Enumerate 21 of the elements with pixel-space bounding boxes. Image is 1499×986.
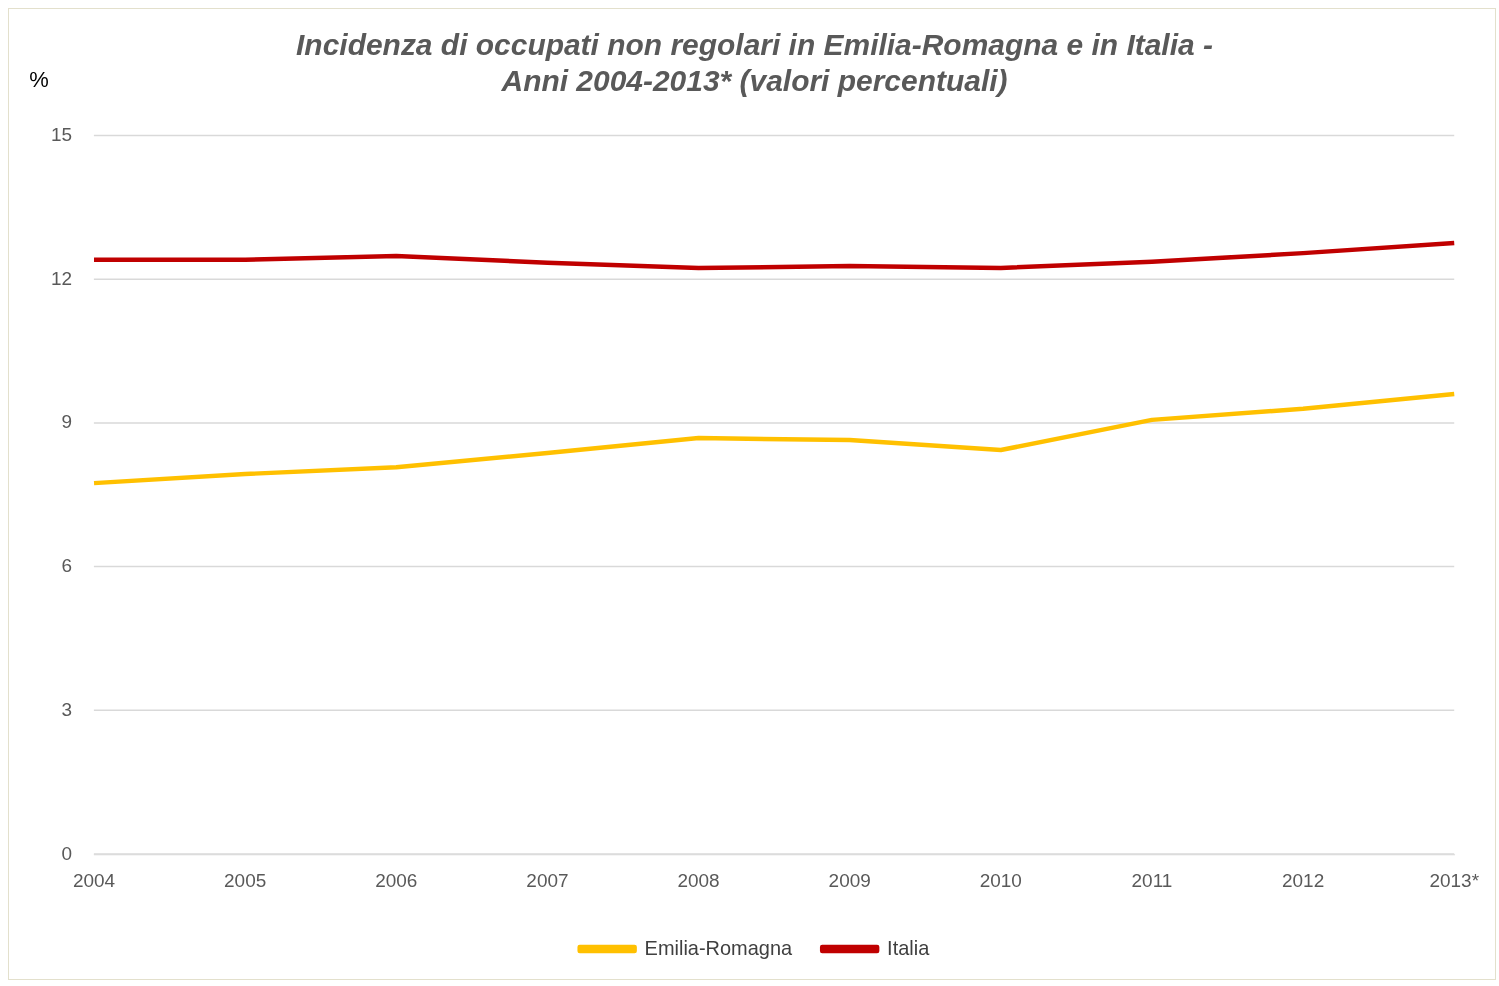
y-tick-label: 3	[61, 698, 73, 720]
x-tick-label: 2007	[526, 870, 569, 892]
legend-label: Emilia-Romagna	[644, 936, 794, 959]
y-tick-label: 12	[50, 267, 73, 289]
x-tick-label: 2009	[828, 870, 871, 892]
y-tick-label: 0	[61, 842, 73, 864]
x-tick-label: 2006	[375, 870, 418, 892]
y-tick-label: 6	[61, 555, 73, 577]
legend-label: Italia	[887, 936, 931, 959]
y-tick-label: 9	[61, 411, 73, 433]
x-tick-label: 2011	[1131, 870, 1173, 892]
x-tick-label: 2005	[224, 870, 267, 892]
text: Incidenza di occupati non regolari in Emilia-Romagna e in Italia -	[296, 28, 1213, 62]
x-tick-label: 2010	[979, 870, 1022, 892]
x-tick-label: 2008	[677, 870, 720, 892]
y-tick-label: 15	[50, 123, 73, 145]
x-tick-label: 2004	[72, 870, 116, 892]
x-tick-label: 2012	[1282, 870, 1325, 892]
x-tick-label: 2013*	[1429, 870, 1480, 892]
text: Anni 2004-2013* (valori percentuali)	[501, 64, 1008, 98]
y-axis-title: %	[29, 66, 49, 92]
